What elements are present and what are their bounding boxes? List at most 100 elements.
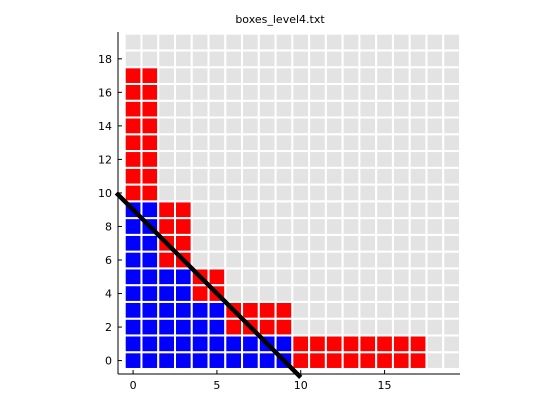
cell-outside <box>408 334 428 354</box>
cell-outside <box>140 99 160 119</box>
cell-empty <box>274 99 294 119</box>
cell-empty <box>358 183 378 203</box>
cell-empty <box>358 267 378 287</box>
cell-empty <box>324 66 344 85</box>
cell-empty <box>207 183 227 203</box>
cell-empty <box>425 166 445 186</box>
cell-empty <box>241 66 260 85</box>
cell-empty <box>274 200 294 220</box>
cell-empty <box>408 233 428 253</box>
cell-empty <box>257 183 277 203</box>
cell-empty <box>308 150 327 169</box>
cell-empty <box>241 183 260 203</box>
cell-empty <box>341 166 361 186</box>
cell-empty <box>224 32 244 52</box>
cell-empty <box>207 200 227 220</box>
cell-empty <box>442 217 461 236</box>
cell-empty <box>224 267 244 287</box>
cell-empty <box>291 183 311 203</box>
cell-empty <box>291 250 311 270</box>
cell-empty <box>308 32 327 52</box>
cell-empty <box>274 166 294 186</box>
cell-empty <box>190 133 210 153</box>
y-tick-label: 18 <box>98 53 112 66</box>
cell-empty <box>190 116 210 136</box>
cell-empty <box>241 217 260 236</box>
y-tick-label: 8 <box>105 220 112 233</box>
cell-empty <box>341 99 361 119</box>
cell-empty <box>174 66 193 85</box>
cell-empty <box>425 317 445 337</box>
cell-empty <box>224 82 244 102</box>
cell-empty <box>257 133 277 153</box>
cell-empty <box>291 116 311 136</box>
cell-empty <box>308 116 327 136</box>
cell-empty <box>324 150 344 169</box>
cell-empty <box>291 99 311 119</box>
cell-empty <box>391 284 411 303</box>
cell-empty <box>442 82 461 102</box>
cell-outside <box>174 233 193 253</box>
cell-inside <box>123 250 143 270</box>
cell-outside <box>358 351 378 370</box>
cell-outside <box>391 334 411 354</box>
cell-empty <box>308 133 327 153</box>
cell-empty <box>358 99 378 119</box>
cell-inside <box>174 351 193 370</box>
cell-outside <box>123 166 143 186</box>
cell-outside <box>341 334 361 354</box>
cell-empty <box>324 233 344 253</box>
y-tick-label: 0 <box>105 355 112 368</box>
cell-empty <box>442 32 461 52</box>
cell-empty <box>375 166 394 186</box>
cell-empty <box>291 300 311 320</box>
cell-outside <box>324 351 344 370</box>
axes <box>117 32 460 375</box>
cell-outside <box>157 217 176 236</box>
cell-inside <box>123 233 143 253</box>
cell-empty <box>375 133 394 153</box>
cell-empty <box>308 267 327 287</box>
cell-empty <box>224 200 244 220</box>
cell-inside <box>123 284 143 303</box>
cell-empty <box>157 32 176 52</box>
y-tick-label: 6 <box>105 254 112 267</box>
cell-empty <box>207 66 227 85</box>
cell-empty <box>408 217 428 236</box>
cell-inside <box>140 250 160 270</box>
cell-empty <box>341 233 361 253</box>
cell-empty <box>408 300 428 320</box>
cell-outside <box>257 300 277 320</box>
cell-empty <box>391 166 411 186</box>
y-tick-label: 16 <box>98 86 112 99</box>
cell-empty <box>291 66 311 85</box>
cell-empty <box>308 233 327 253</box>
cell-empty <box>308 183 327 203</box>
cell-empty <box>207 133 227 153</box>
cell-empty <box>341 183 361 203</box>
cell-empty <box>291 267 311 287</box>
cell-outside <box>241 300 260 320</box>
cell-inside <box>190 334 210 354</box>
cell-empty <box>224 250 244 270</box>
cell-inside <box>157 267 176 287</box>
cell-empty <box>274 284 294 303</box>
cell-empty <box>241 32 260 52</box>
cell-empty <box>207 217 227 236</box>
cell-empty <box>425 250 445 270</box>
cell-outside <box>174 217 193 236</box>
cell-empty <box>324 317 344 337</box>
cell-empty <box>190 183 210 203</box>
cell-empty <box>341 32 361 52</box>
cell-empty <box>324 32 344 52</box>
cell-empty <box>358 233 378 253</box>
cell-empty <box>190 82 210 102</box>
cell-empty <box>391 66 411 85</box>
cell-empty <box>425 284 445 303</box>
cell-empty <box>391 250 411 270</box>
cell-empty <box>308 49 327 69</box>
cell-inside <box>174 284 193 303</box>
cell-inside <box>207 351 227 370</box>
cell-outside <box>274 317 294 337</box>
